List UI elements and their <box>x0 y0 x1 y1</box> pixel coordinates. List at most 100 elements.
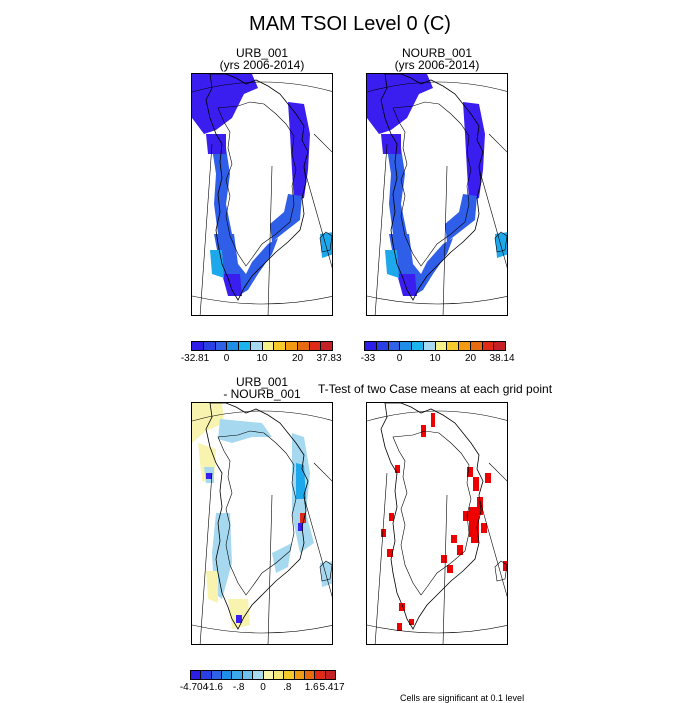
colorbar-swatch <box>315 671 326 679</box>
temp-cell-region <box>381 134 401 154</box>
parallel-line <box>192 624 332 634</box>
significant-cell <box>467 467 473 477</box>
map-svg-ttest <box>367 403 507 644</box>
colorbar-swatch <box>192 342 204 350</box>
colorbar-swatch <box>203 342 216 350</box>
temp-cell-region <box>389 234 453 296</box>
map-svg-diff <box>192 403 332 644</box>
colorbar-swatch <box>435 342 448 350</box>
colorbar-swatch <box>239 342 251 350</box>
significant-cell <box>441 555 447 563</box>
colorbar-swatch <box>294 671 305 679</box>
colorbar-tick-label: 37.83 <box>316 353 342 364</box>
panel-title-nourb-line2: (yrs 2006-2014) <box>394 58 480 72</box>
meridian-line <box>313 462 332 482</box>
parallel-line <box>367 295 507 305</box>
colorbar-swatch <box>253 671 264 679</box>
colorbar-tick-label: -4.704 <box>179 682 209 693</box>
colorbar-tick-label: 20 <box>291 353 304 364</box>
parallel-line <box>192 295 332 305</box>
temp-cell-region <box>463 102 485 202</box>
colorbar-tick-label: 38.14 <box>489 353 515 364</box>
significant-cell <box>381 529 386 537</box>
colorbar-swatch <box>262 342 275 350</box>
meridian-line <box>267 494 273 644</box>
parallel-line <box>192 81 332 93</box>
colorbar-swatch <box>309 342 322 350</box>
colorbar-swatch <box>215 342 228 350</box>
significant-cell <box>485 473 491 483</box>
colorbar-swatch <box>211 671 223 679</box>
significant-cell <box>395 465 400 473</box>
map-panel-nourb <box>366 73 508 316</box>
colorbar-swatch <box>400 342 412 350</box>
significant-cell <box>457 545 463 555</box>
colorbar-swatch <box>274 342 286 350</box>
colorbar-swatch <box>284 671 295 679</box>
significant-cell <box>399 603 405 611</box>
colorbar-tick-label: .8 <box>283 682 292 693</box>
colorbar-swatch <box>470 342 483 350</box>
colorbar-swatch <box>494 342 505 350</box>
colorbar-swatch <box>242 671 254 679</box>
map-panel-diff <box>191 402 333 645</box>
colorbar-swatch <box>412 342 424 350</box>
significant-cell <box>469 507 479 537</box>
colorbar-swatch <box>250 342 263 350</box>
meridian-line <box>488 133 507 153</box>
diff-cell <box>206 473 212 479</box>
island-outline <box>319 231 332 253</box>
meridian-line <box>374 472 388 644</box>
colorbar-tick-label: -32.81 <box>180 353 210 364</box>
panel-title-urb: URB_001 (yrs 2006-2014) <box>191 47 333 71</box>
colorbar-swatch <box>482 342 495 350</box>
colorbar-swatch <box>459 342 471 350</box>
colorbar-tick-label: 5.417 <box>319 682 345 693</box>
temp-cell-region <box>445 194 477 242</box>
ice-edge <box>217 430 297 596</box>
coastline <box>380 403 484 630</box>
colorbar-swatch <box>273 671 285 679</box>
temp-cell-region <box>192 76 222 94</box>
diff-cell <box>298 523 303 531</box>
colorbar-swatch <box>191 671 202 679</box>
colorbar-swatch <box>447 342 459 350</box>
meridian-line <box>267 165 273 315</box>
panel-title-urb-line2: (yrs 2006-2014) <box>219 58 305 72</box>
colorbar-swatch <box>365 342 377 350</box>
temp-cell-region <box>214 234 278 296</box>
meridian-line <box>442 494 448 644</box>
panel-title-diff-line2: - NOURB_001 <box>223 387 301 401</box>
colorbar-swatch <box>423 342 436 350</box>
colorbar-tick-label: 1.6 <box>304 682 319 693</box>
ice-edge <box>217 101 297 267</box>
temp-cell-region <box>397 274 417 296</box>
coastline <box>205 403 309 630</box>
colorbar-swatch <box>321 342 332 350</box>
ice-edge <box>392 101 472 267</box>
coastline <box>380 74 484 301</box>
significant-cell <box>389 513 394 521</box>
colorbar-swatch <box>222 671 233 679</box>
temp-cell-region <box>270 194 302 242</box>
diff-cell-region <box>218 419 272 443</box>
meridian-line <box>199 143 213 315</box>
meridian-line <box>478 167 507 269</box>
panel-title-nourb-line1: NOURB_001 <box>401 46 473 60</box>
significant-cell <box>397 623 402 631</box>
meridian-line <box>303 167 332 269</box>
temp-cell-region <box>367 76 397 94</box>
island-outline <box>494 231 507 253</box>
colorbar-urb <box>191 341 333 351</box>
map-panel-ttest <box>366 402 508 645</box>
diff-cell-region <box>228 599 250 629</box>
diff-cell <box>236 615 242 623</box>
colorbar-swatch <box>232 671 243 679</box>
panel-title-diff-line1: URB_001 <box>235 375 289 389</box>
parallel-line <box>367 624 507 634</box>
significant-cell <box>447 565 453 573</box>
significant-cell <box>481 523 487 533</box>
meridian-line <box>313 133 332 153</box>
meridian-line <box>478 496 507 598</box>
panel-title-ttest: T-Test of two Case means at each grid po… <box>317 382 553 396</box>
